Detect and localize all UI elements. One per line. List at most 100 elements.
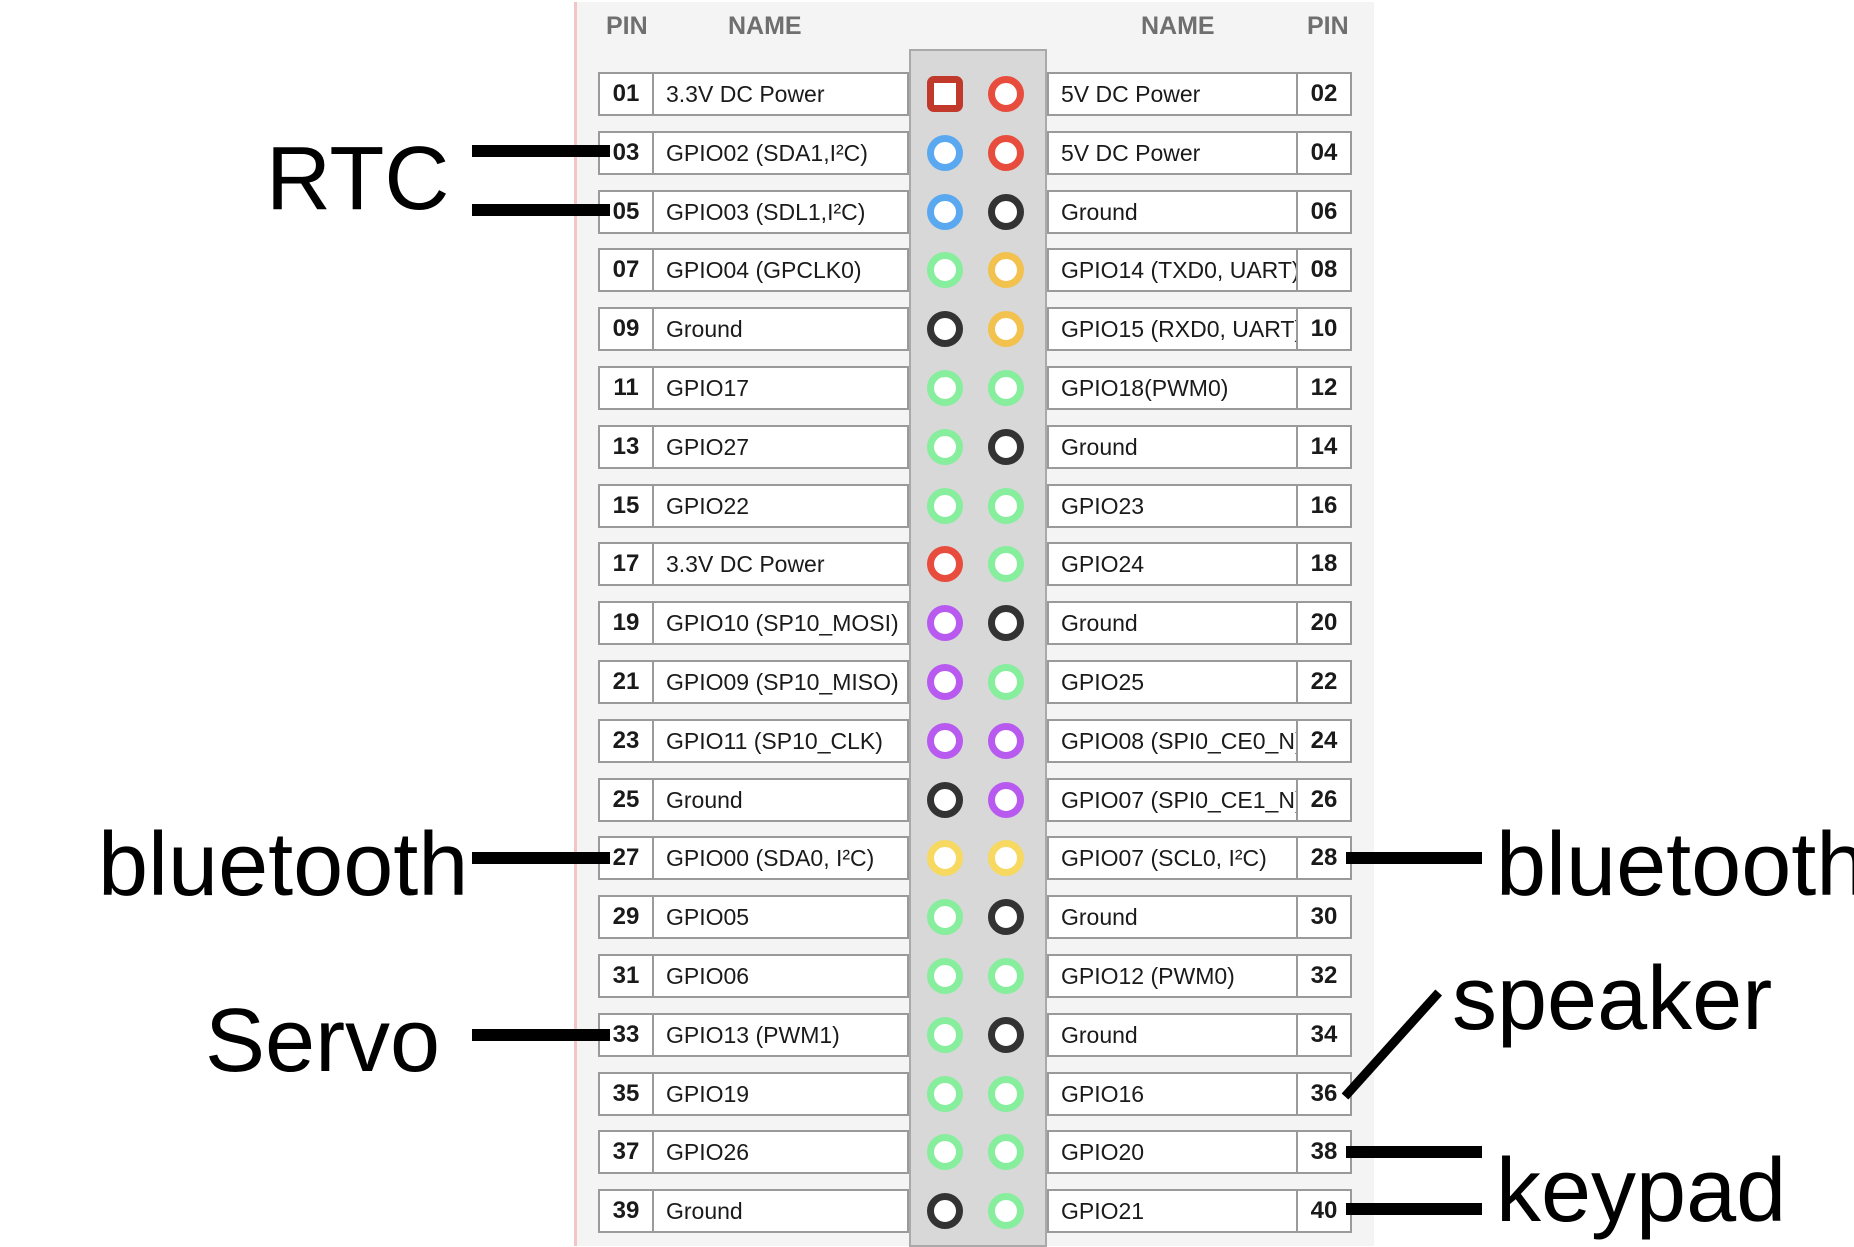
pin-number-left: 09 bbox=[598, 307, 654, 351]
pin-number-right: 34 bbox=[1296, 1013, 1352, 1057]
pin-name-right: GPIO21 bbox=[1047, 1189, 1298, 1233]
pin-name-right: GPIO07 (SCL0, I²C) bbox=[1047, 836, 1298, 880]
connector-strip bbox=[909, 49, 1047, 1247]
leader-rtc-03 bbox=[472, 145, 610, 157]
pin-name-right: GPIO07 (SPI0_CE1_N) bbox=[1047, 778, 1303, 822]
pin-number-left: 29 bbox=[598, 895, 654, 939]
pin-27-icon bbox=[927, 840, 963, 876]
pin-number-left: 17 bbox=[598, 542, 654, 586]
pin-06-icon bbox=[988, 194, 1024, 230]
pin-name-right: GPIO18(PWM0) bbox=[1047, 366, 1298, 410]
header-pin-left: PIN bbox=[606, 12, 648, 40]
pin-name-right: Ground bbox=[1047, 425, 1298, 469]
pin-05-icon bbox=[927, 194, 963, 230]
pin-name-right: GPIO15 (RXD0, UART) bbox=[1047, 307, 1302, 351]
pin-28-icon bbox=[988, 840, 1024, 876]
leader-keypad-40 bbox=[1346, 1203, 1482, 1215]
leader-servo-33 bbox=[472, 1029, 610, 1041]
pin-name-left: Ground bbox=[652, 1189, 909, 1233]
pin-number-right: 20 bbox=[1296, 601, 1352, 645]
pin-number-right: 06 bbox=[1296, 190, 1352, 234]
pin-40-icon bbox=[988, 1193, 1024, 1229]
leader-bluetooth-27 bbox=[472, 852, 610, 864]
pin-name-right: GPIO23 bbox=[1047, 484, 1298, 528]
pin-name-left: Ground bbox=[652, 778, 909, 822]
pin-15-icon bbox=[927, 488, 963, 524]
pin-name-right: 5V DC Power bbox=[1047, 72, 1298, 116]
pin-number-right: 24 bbox=[1296, 719, 1352, 763]
pin-number-left: 15 bbox=[598, 484, 654, 528]
pin-number-left: 19 bbox=[598, 601, 654, 645]
pin-34-icon bbox=[988, 1017, 1024, 1053]
leader-bluetooth-28 bbox=[1346, 852, 1482, 864]
pin-name-right: GPIO14 (TXD0, UART) bbox=[1047, 248, 1300, 292]
pin-32-icon bbox=[988, 958, 1024, 994]
pin-33-icon bbox=[927, 1017, 963, 1053]
pin-number-right: 08 bbox=[1296, 248, 1352, 292]
pin-number-right: 16 bbox=[1296, 484, 1352, 528]
pin-number-left: 21 bbox=[598, 660, 654, 704]
pin-name-left: GPIO03 (SDL1,I²C) bbox=[652, 190, 909, 234]
pin-name-right: Ground bbox=[1047, 190, 1298, 234]
leader-keypad-38 bbox=[1346, 1146, 1482, 1158]
pin-name-left: GPIO10 (SP10_MOSI) bbox=[652, 601, 909, 645]
pin-12-icon bbox=[988, 370, 1024, 406]
header-name-right: NAME bbox=[1141, 12, 1215, 40]
pin-name-left: GPIO09 (SP10_MISO) bbox=[652, 660, 909, 704]
pin-number-right: 10 bbox=[1296, 307, 1352, 351]
pin-11-icon bbox=[927, 370, 963, 406]
pin-21-icon bbox=[927, 664, 963, 700]
pin-07-icon bbox=[927, 252, 963, 288]
pin-number-left: 25 bbox=[598, 778, 654, 822]
pin-01-icon bbox=[927, 76, 963, 112]
pin-18-icon bbox=[988, 546, 1024, 582]
pin-number-right: 18 bbox=[1296, 542, 1352, 586]
pin-13-icon bbox=[927, 429, 963, 465]
pin-number-right: 40 bbox=[1296, 1189, 1352, 1233]
pin-name-left: GPIO13 (PWM1) bbox=[652, 1013, 909, 1057]
pin-name-right: 5V DC Power bbox=[1047, 131, 1298, 175]
pin-number-left: 23 bbox=[598, 719, 654, 763]
pin-number-right: 30 bbox=[1296, 895, 1352, 939]
label-speaker: speaker bbox=[1452, 949, 1773, 1049]
pin-number-right: 32 bbox=[1296, 954, 1352, 998]
pin-30-icon bbox=[988, 899, 1024, 935]
pin-14-icon bbox=[988, 429, 1024, 465]
pin-name-left: GPIO04 (GPCLK0) bbox=[652, 248, 909, 292]
pin-number-right: 38 bbox=[1296, 1130, 1352, 1174]
pin-number-right: 12 bbox=[1296, 366, 1352, 410]
pin-08-icon bbox=[988, 252, 1024, 288]
pin-name-left: GPIO02 (SDA1,I²C) bbox=[652, 131, 909, 175]
pin-name-left: 3.3V DC Power bbox=[652, 542, 909, 586]
pin-name-right: GPIO25 bbox=[1047, 660, 1298, 704]
pin-number-right: 26 bbox=[1296, 778, 1352, 822]
pin-name-left: GPIO26 bbox=[652, 1130, 909, 1174]
leader-rtc-05 bbox=[472, 204, 610, 216]
pin-number-left: 07 bbox=[598, 248, 654, 292]
pin-name-left: GPIO06 bbox=[652, 954, 909, 998]
pin-36-icon bbox=[988, 1076, 1024, 1112]
pin-number-right: 14 bbox=[1296, 425, 1352, 469]
pin-39-icon bbox=[927, 1193, 963, 1229]
pin-name-right: GPIO20 bbox=[1047, 1130, 1298, 1174]
pin-02-icon bbox=[988, 76, 1024, 112]
pin-name-left: GPIO27 bbox=[652, 425, 909, 469]
pin-09-icon bbox=[927, 311, 963, 347]
pin-17-icon bbox=[927, 546, 963, 582]
pin-name-left: 3.3V DC Power bbox=[652, 72, 909, 116]
header-pin-right: PIN bbox=[1307, 12, 1349, 40]
label-servo: Servo bbox=[205, 991, 441, 1091]
pin-number-left: 37 bbox=[598, 1130, 654, 1174]
pin-name-right: Ground bbox=[1047, 1013, 1298, 1057]
label-keypad: keypad bbox=[1496, 1141, 1787, 1241]
pin-19-icon bbox=[927, 605, 963, 641]
pin-name-right: GPIO12 (PWM0) bbox=[1047, 954, 1298, 998]
pin-24-icon bbox=[988, 723, 1024, 759]
label-rtc: RTC bbox=[266, 129, 450, 229]
pin-37-icon bbox=[927, 1134, 963, 1170]
pin-name-left: Ground bbox=[652, 307, 909, 351]
pin-10-icon bbox=[988, 311, 1024, 347]
pin-26-icon bbox=[988, 782, 1024, 818]
pin-name-left: GPIO17 bbox=[652, 366, 909, 410]
